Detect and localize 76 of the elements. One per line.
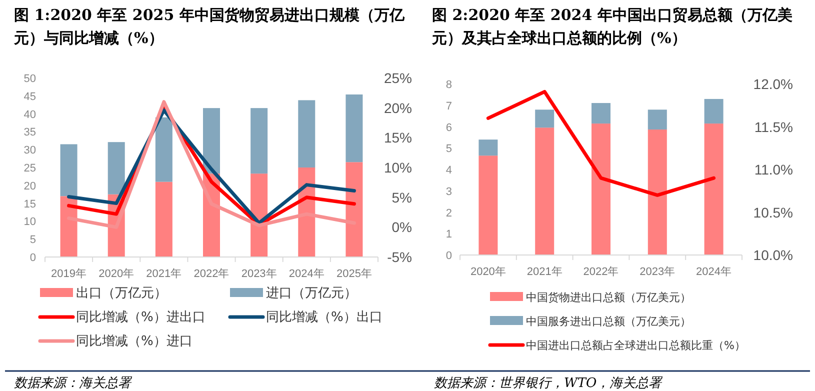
x-tick-label: 2023年 [640,266,676,278]
x-tick-label: 2024年 [288,268,324,280]
y-tick-label: 1 [446,228,452,241]
bar [108,142,125,194]
legend-label: 中国服务进出口总额（万亿美元） [526,315,691,328]
bar [60,144,78,196]
bar [346,162,363,257]
y2-tick-label: 11.5% [754,118,793,135]
y-tick-label: 40 [24,108,36,121]
y-tick-label: 15 [24,198,36,210]
bar [250,108,268,174]
bar [704,124,724,255]
bar [704,98,724,124]
y2-tick-label: 12.0% [753,76,793,92]
y2-tick-label: 15% [384,130,412,146]
legend-label: 同比增减（%）进口 [76,334,192,349]
y2-tick-label: 5% [392,189,412,206]
x-tick-label: 2022年 [194,268,230,280]
y2-tick-label: -5% [387,249,412,265]
x-tick-label: 2022年 [583,266,619,278]
x-tick-label: 2019年 [51,268,87,280]
bar [203,108,220,174]
source-note: 数据来源：世界银行，WTO，海关总署 [434,376,664,391]
y-tick-label: 20 [24,180,36,192]
bar [478,156,498,255]
chart-title: 图 1:2020 年至 2025 年中国货物贸易进出口规模（万亿元）与同比增减（%） [13,6,406,47]
y-tick-label: 50 [24,73,36,85]
y-tick-label: 2 [446,207,452,220]
x-tick-label: 2025年 [336,268,372,280]
legend-label: 进口（万亿元） [266,286,357,301]
y-tick-label: 0 [446,250,452,262]
y2-tick-label: 25% [384,70,412,86]
bar [535,110,554,128]
x-tick-label: 2020年 [98,268,134,280]
bar [592,124,610,255]
y-tick-label: 5 [446,143,452,156]
x-tick-label: 2020年 [470,266,506,278]
chart-title: 图 2:2020 年至 2024 年中国出口贸易总额（万亿美元）及其占全球出口总额的比例（%） [431,6,792,47]
y2-tick-label: 10.5% [753,204,793,220]
bar [648,110,667,130]
bar [478,140,498,156]
bar [535,128,554,255]
source-note: 数据来源：海关总署 [14,376,133,391]
y-tick-label: 10 [24,216,36,228]
y-tick-label: 35 [24,126,36,139]
y-tick-label: 6 [446,122,452,134]
y-tick-label: 0 [30,252,36,264]
y2-tick-label: 20% [384,100,412,116]
y2-tick-label: 10% [384,160,412,176]
line-series [486,90,716,197]
bar [155,117,172,182]
legend-label: 出口（万亿元） [76,286,167,301]
bar [298,100,316,168]
legend-label: 同比增减（%）出口 [266,310,382,325]
x-tick-label: 2023年 [241,268,277,280]
bar [346,94,363,162]
y2-tick-label: 0% [392,219,412,236]
y-tick-label: 8 [446,79,452,91]
y-tick-label: 5 [30,234,36,246]
y-tick-label: 7 [446,100,452,112]
y-tick-label: 45 [24,90,36,103]
x-tick-label: 2021年 [146,268,182,280]
x-tick-label: 2021年 [526,266,562,278]
y-tick-label: 25 [24,162,36,174]
legend-label: 中国进出口总额占全球进出口总额比重（%） [526,339,746,352]
legend-label: 同比增减（%）进出口 [76,310,206,325]
bar [155,182,172,257]
bar [592,103,610,124]
y-tick-label: 4 [446,164,452,176]
x-tick-label: 2024年 [696,266,732,278]
legend-label: 中国货物进出口总额（万亿美元） [526,291,691,304]
bar [648,130,667,255]
y2-tick-label: 10.0% [753,247,793,263]
y-tick-label: 3 [446,186,452,198]
y-tick-label: 30 [24,144,36,157]
y2-tick-label: 11.0% [754,162,793,178]
